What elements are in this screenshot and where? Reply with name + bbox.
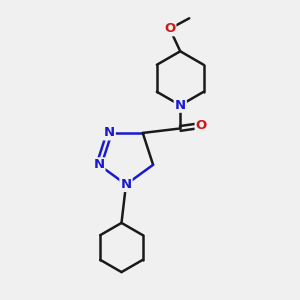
Text: N: N — [104, 126, 115, 140]
Text: O: O — [196, 119, 207, 132]
Text: N: N — [120, 178, 132, 191]
Text: O: O — [164, 22, 176, 35]
Text: N: N — [93, 158, 104, 171]
Text: N: N — [175, 99, 186, 112]
